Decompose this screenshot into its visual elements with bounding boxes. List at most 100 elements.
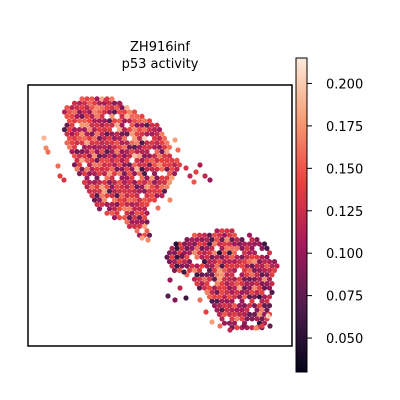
spot-point (94, 157, 100, 163)
spot-point (86, 135, 93, 141)
spot-point (94, 96, 100, 102)
spot-point (229, 307, 235, 313)
spot-point (151, 153, 158, 159)
spot-point (224, 245, 230, 251)
spot-point (91, 188, 98, 194)
spot-point (81, 153, 88, 159)
spot-point (171, 171, 178, 177)
spot-point (236, 276, 243, 282)
spot-point (139, 140, 145, 146)
spot-point (264, 272, 270, 278)
spot-point (246, 276, 253, 282)
spot-point (116, 215, 123, 221)
spot-point (234, 245, 240, 251)
spot-point (116, 135, 123, 141)
spot-point (211, 250, 218, 256)
spot-point (104, 175, 110, 181)
spot-point (96, 135, 103, 141)
spot-point (139, 157, 145, 163)
spot-point (109, 113, 115, 119)
spot-point (106, 100, 113, 106)
spot-point (264, 307, 270, 313)
spot-point (154, 166, 160, 172)
spot-point (166, 153, 173, 159)
spot-point (114, 166, 120, 172)
spot-point (91, 100, 98, 106)
spot-point (119, 157, 125, 163)
spot-point (96, 197, 103, 203)
spot-point (156, 162, 163, 168)
spot-point (119, 131, 125, 137)
spot-point (94, 193, 100, 199)
spot-point (109, 131, 115, 137)
spot-point (151, 127, 158, 133)
spot-point (114, 193, 120, 199)
spot-point (111, 118, 118, 124)
spot-point (231, 250, 238, 256)
spot-point (251, 259, 258, 265)
spot-point (151, 171, 158, 177)
spot-point (99, 157, 105, 163)
spot-point (91, 171, 98, 177)
spot-point (164, 254, 170, 260)
spot-point (119, 166, 125, 172)
spot-point (145, 237, 151, 243)
spot-point (271, 267, 278, 273)
spot-point (226, 241, 233, 247)
spot-point (129, 219, 135, 225)
spot-point (111, 153, 118, 159)
spot-point (239, 289, 245, 295)
spot-point (129, 122, 135, 128)
colorbar-tick-label: 0.050 (326, 332, 363, 347)
spot-point (131, 223, 138, 229)
spot-point (76, 118, 83, 124)
spot-point (111, 215, 118, 221)
spot-point (129, 193, 135, 199)
spot-point (74, 113, 80, 119)
spot-point (224, 254, 230, 260)
spot-point (146, 179, 153, 185)
spot-point (236, 259, 243, 265)
spot-point (164, 184, 170, 190)
spot-point (166, 259, 173, 265)
spot-point (141, 171, 148, 177)
spot-point (89, 96, 95, 102)
spot-point (241, 303, 248, 309)
spot-point (144, 149, 150, 155)
spot-point (219, 228, 225, 234)
spot-point (94, 140, 100, 146)
spot-point (96, 188, 103, 194)
spot-point (86, 153, 93, 159)
spot-point (141, 153, 148, 159)
spot-point (211, 303, 218, 309)
spot-point (155, 205, 161, 211)
spot-point (221, 303, 228, 309)
spot-point (126, 144, 133, 150)
spot-point (74, 105, 80, 111)
spot-point (169, 175, 175, 181)
spot-point (101, 162, 108, 168)
spot-point (124, 210, 130, 216)
spot-point (211, 232, 218, 238)
spot-point (109, 166, 115, 172)
spot-point (229, 316, 235, 322)
spot-point (204, 289, 210, 295)
spot-point (269, 272, 275, 278)
spot-point (169, 263, 175, 269)
spot-point (84, 157, 90, 163)
spot-point (79, 131, 85, 137)
spot-point (119, 193, 125, 199)
spot-point (141, 206, 148, 212)
spot-point (121, 206, 128, 212)
spot-point (239, 254, 245, 260)
spot-point (79, 157, 85, 163)
spot-point (119, 140, 125, 146)
spot-point (91, 162, 98, 168)
spot-point (264, 298, 270, 304)
spot-point (94, 201, 100, 207)
spot-point (94, 149, 100, 155)
spot-point (259, 272, 265, 278)
spot-point (234, 325, 240, 331)
spot-point (126, 188, 133, 194)
spot-point (106, 162, 113, 168)
